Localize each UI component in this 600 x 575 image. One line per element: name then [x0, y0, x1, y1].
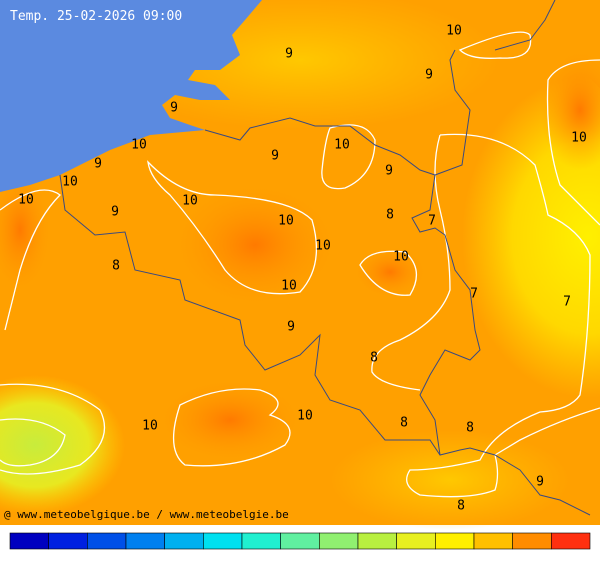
contour-label: 10 — [62, 175, 78, 190]
contour-label: 9 — [287, 320, 295, 335]
contour-label: 10 — [131, 138, 147, 153]
contour-label: 10 — [142, 419, 158, 434]
borders — [59, 0, 591, 516]
contour-label: 7 — [563, 295, 571, 310]
contour-label: 10 — [334, 138, 350, 153]
warm-core — [540, 50, 600, 170]
contour-label: 10 — [182, 194, 198, 209]
sea — [0, 0, 262, 192]
scale-swatch — [512, 532, 552, 550]
scale-swatch — [473, 532, 513, 550]
scale-swatch — [164, 532, 204, 550]
contours — [0, 31, 600, 498]
scale-swatch — [9, 532, 49, 550]
scale-swatch — [48, 532, 88, 550]
scale-swatch — [280, 532, 320, 550]
warm-core — [160, 380, 300, 460]
scale-swatch — [203, 532, 243, 550]
contour-label: 9 — [425, 68, 433, 83]
contour-label: 9 — [285, 47, 293, 62]
contour-label: 8 — [386, 208, 394, 223]
contour-label: 10 — [571, 131, 587, 146]
scale-swatch — [396, 532, 436, 550]
scale-swatch — [125, 532, 165, 550]
warm-core — [0, 170, 50, 290]
contour-labels: 9 10 9 9 10 10 9 10 9 10 9 10 9 10 8 7 10 10 10 8 10 7 7 9 8 10 10… — [18, 24, 587, 514]
contour-label: 8 — [112, 259, 120, 274]
credit: @ www.meteobelgique.be / www.meteobelgie… — [4, 508, 289, 521]
contour-label: 7 — [428, 214, 436, 229]
scale-swatch — [241, 532, 281, 550]
contour-label: 10 — [446, 24, 462, 39]
contour-label: 10 — [393, 250, 409, 265]
contour-label: 7 — [470, 287, 478, 302]
scale-swatch — [435, 532, 475, 550]
scale-swatch — [87, 532, 127, 550]
warm-core — [355, 247, 425, 297]
contour-label: 10 — [278, 214, 294, 229]
contour-label: 9 — [271, 149, 279, 164]
color-scale — [9, 532, 591, 550]
contour-label: 8 — [466, 421, 474, 436]
contour-label: 9 — [170, 101, 178, 116]
contour-label: 10 — [315, 239, 331, 254]
contour-label: 10 — [281, 279, 297, 294]
cool-zone — [0, 375, 125, 515]
scale-swatch — [357, 532, 397, 550]
scale-swatch — [551, 532, 591, 550]
map-title: Temp. 25-02-2026 09:00 — [10, 9, 182, 24]
contour-label: 10 — [297, 409, 313, 424]
contour-label: 9 — [385, 164, 393, 179]
contour-label: 8 — [400, 416, 408, 431]
scale-swatch — [319, 532, 359, 550]
contour-label: 9 — [111, 205, 119, 220]
contour-label: 8 — [370, 351, 378, 366]
contour-label: 9 — [536, 475, 544, 490]
contour-label: 10 — [18, 193, 34, 208]
warm-core — [175, 185, 335, 305]
mild-zone — [330, 430, 570, 530]
contour-label: 9 — [94, 157, 102, 172]
contour-label: 8 — [457, 499, 465, 514]
